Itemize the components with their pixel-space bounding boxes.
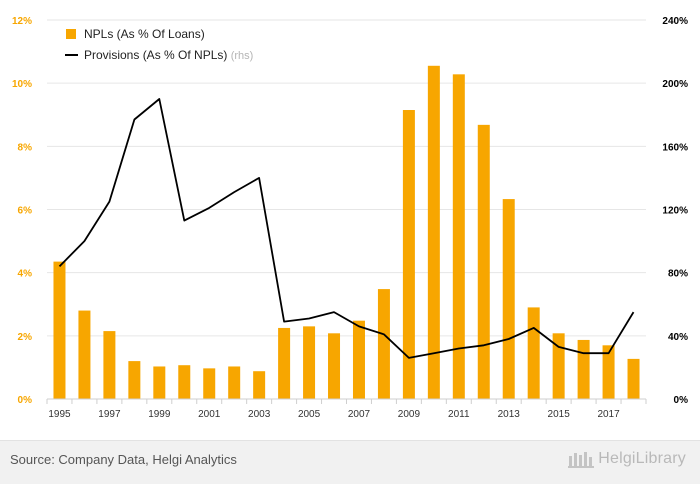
y-left-tick-label: 0% (18, 395, 33, 406)
brand-logo[interactable]: HelgiLibrary (568, 450, 686, 468)
npl-bar (502, 199, 515, 399)
npl-bar (452, 74, 465, 399)
npl-bar (103, 331, 116, 399)
npl-bar (253, 371, 266, 399)
legend-line-label: Provisions (As % Of NPLs) (rhs) (84, 48, 253, 62)
y-right-tick-label: 40% (668, 332, 688, 343)
x-tick-label: 2011 (448, 409, 470, 420)
x-tick-label: 2009 (398, 409, 421, 420)
x-tick-label: 1999 (148, 409, 171, 420)
source-note: Source: Company Data, Helgi Analytics (10, 452, 237, 467)
library-icon (568, 452, 595, 468)
y-right-tick-label: 240% (662, 16, 688, 27)
x-tick-label: 2007 (348, 409, 371, 420)
y-right-tick-label: 80% (668, 269, 688, 280)
x-tick-label: 2003 (248, 409, 271, 420)
legend-bar-swatch (66, 29, 76, 39)
x-tick-label: 1997 (98, 409, 121, 420)
y-right-tick-label: 120% (662, 206, 688, 217)
y-left-tick-label: 2% (18, 332, 33, 343)
npl-bar (402, 110, 415, 399)
npl-bar (53, 261, 66, 399)
npl-bar (228, 366, 241, 399)
npl-bar (303, 326, 316, 399)
npl-bar (352, 320, 365, 399)
npl-bar (527, 307, 540, 399)
npl-bar (128, 361, 141, 399)
provisions-line (58, 98, 635, 359)
y-left-tick-label: 12% (12, 16, 32, 27)
npl-bar (427, 65, 440, 399)
legend-rhs-note: (rhs) (231, 50, 254, 62)
npl-bar (278, 327, 291, 399)
y-right-tick-label: 0% (674, 395, 689, 406)
x-tick-label: 2015 (548, 409, 571, 420)
brand-name: HelgiLibrary (598, 450, 686, 467)
npl-bar (577, 339, 590, 399)
x-tick-label: 1995 (48, 409, 71, 420)
y-left-tick-label: 8% (18, 142, 33, 153)
npl-bar (602, 345, 615, 399)
npl-bar (377, 289, 390, 399)
npl-bar (203, 368, 216, 399)
y-left-tick-label: 10% (12, 79, 32, 90)
x-tick-label: 2005 (298, 409, 321, 420)
y-left-tick-label: 4% (18, 269, 33, 280)
npl-bar (153, 366, 166, 399)
y-right-tick-label: 200% (662, 79, 688, 90)
npl-bar (477, 124, 490, 400)
npl-bar (627, 358, 640, 399)
y-left-tick-label: 6% (18, 206, 33, 217)
npl-bar (552, 333, 565, 399)
x-tick-label: 2017 (597, 409, 620, 420)
footer: Source: Company Data, Helgi Analytics He… (0, 440, 700, 484)
npl-provisions-chart: 0% 0% 2% 40% 4% 80% 6% 120% 8% 160% 10% 200% 12% 240%… (12, 16, 689, 420)
x-tick-label: 2013 (498, 409, 521, 420)
npl-bar (78, 310, 91, 399)
y-right-tick-label: 160% (662, 142, 688, 153)
x-tick-label: 2001 (198, 409, 221, 420)
npl-bar (178, 365, 191, 399)
npl-bar (328, 333, 341, 399)
legend-bar-label: NPLs (As % Of Loans) (84, 27, 205, 41)
